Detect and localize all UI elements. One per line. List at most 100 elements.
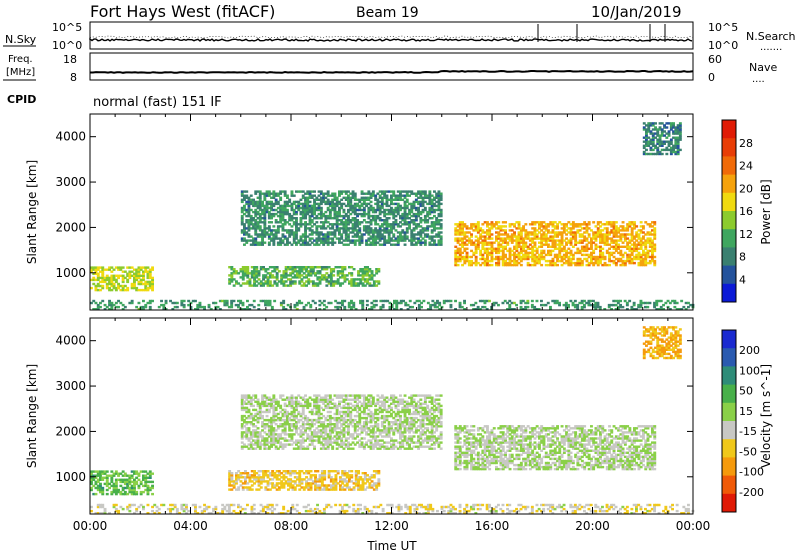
- freq-label-line2: [MHz]: [6, 67, 35, 78]
- echo-cell: [403, 190, 407, 193]
- echo-cell: [336, 280, 340, 283]
- echo-cell: [252, 443, 255, 446]
- echo-cell: [311, 299, 315, 303]
- echo-cell: [549, 261, 553, 265]
- echo-cell: [257, 308, 261, 311]
- echo-cell: [318, 474, 322, 477]
- echo-cell: [645, 142, 648, 145]
- echo-cell: [522, 227, 525, 230]
- echo-cell: [255, 480, 259, 483]
- echo-cell: [649, 148, 653, 152]
- echo-cell: [350, 280, 354, 283]
- echo-cell: [295, 227, 298, 230]
- echo-cell: [387, 223, 391, 226]
- echo-cell: [647, 144, 651, 147]
- echo-cell: [660, 140, 664, 143]
- echo-cell: [648, 259, 652, 263]
- echo-cell: [592, 255, 596, 259]
- echo-cell: [560, 235, 564, 238]
- echo-cell: [112, 472, 116, 475]
- echo-cell: [423, 243, 427, 246]
- echo-cell: [316, 266, 320, 269]
- echo-cell: [105, 278, 109, 282]
- echo-cell: [342, 227, 346, 230]
- echo-cell: [228, 274, 232, 277]
- echo-cell: [383, 229, 387, 232]
- noise-right-tick-top: 10^5: [708, 21, 738, 34]
- echo-cell: [272, 433, 276, 436]
- echo-cell: [594, 261, 598, 265]
- echo-cell: [309, 303, 313, 307]
- echo-cell: [256, 443, 260, 446]
- echo-cell: [331, 206, 335, 210]
- echo-cell: [237, 488, 241, 491]
- echo-cell: [105, 470, 109, 473]
- echo-cell: [542, 243, 546, 246]
- echo-cell: [357, 470, 360, 473]
- echo-cell: [645, 134, 648, 137]
- echo-cell: [596, 261, 600, 265]
- echo-cell: [642, 126, 646, 129]
- echo-cell: [108, 482, 111, 486]
- echo-cell: [375, 270, 379, 273]
- echo-cell: [126, 486, 130, 490]
- echo-cell: [126, 280, 130, 284]
- echo-cell: [304, 227, 307, 230]
- echo-cell: [426, 233, 430, 236]
- echo-cell: [526, 263, 530, 267]
- echo-cell: [96, 268, 100, 271]
- echo-cell: [417, 208, 420, 212]
- echo-cell: [651, 245, 654, 248]
- echo-cell: [331, 227, 335, 230]
- echo-cell: [274, 194, 278, 197]
- echo-cell: [474, 255, 478, 259]
- echo-cell: [408, 227, 411, 230]
- echo-cell: [288, 223, 292, 226]
- echo-cell: [495, 257, 498, 261]
- echo-cell: [528, 231, 532, 234]
- echo-cell: [565, 259, 568, 263]
- echo-cell: [423, 235, 427, 238]
- echo-cell: [549, 235, 553, 238]
- echo-cell: [283, 208, 287, 212]
- echo-cell: [538, 241, 541, 244]
- echo-cell: [526, 245, 530, 248]
- echo-cell: [293, 470, 297, 473]
- echo-cell: [244, 476, 247, 479]
- echo-cell: [307, 488, 311, 491]
- echo-cell: [334, 470, 338, 473]
- echo-cell: [358, 221, 362, 224]
- echo-cell: [182, 303, 186, 307]
- echo-cell: [302, 268, 306, 271]
- echo-cell: [628, 221, 632, 224]
- echo-cell: [437, 212, 441, 216]
- echo-cell: [343, 480, 347, 483]
- echo-cell: [562, 257, 566, 261]
- echo-cell: [265, 447, 269, 450]
- echo-cell: [240, 219, 244, 222]
- echo-cell: [270, 418, 273, 422]
- echo-cell: [254, 433, 258, 436]
- echo-cell: [249, 437, 253, 440]
- echo-cell: [356, 198, 359, 201]
- echo-cell: [454, 233, 458, 236]
- echo-cell: [626, 225, 630, 228]
- echo-cell: [412, 229, 416, 232]
- echo-cell: [642, 128, 646, 131]
- echo-cell: [266, 268, 270, 271]
- echo-cell: [428, 241, 432, 244]
- echo-cell: [268, 284, 272, 287]
- echo-cell: [401, 219, 405, 222]
- echo-cell: [368, 308, 371, 311]
- echo-cell: [228, 484, 232, 487]
- echo-cell: [247, 402, 251, 405]
- echo-cell: [123, 276, 127, 280]
- echo-cell: [358, 200, 362, 204]
- echo-cell: [399, 204, 402, 208]
- echo-cell: [610, 308, 613, 311]
- echo-cell: [363, 474, 367, 477]
- echo-cell: [264, 474, 268, 477]
- echo-cell: [117, 284, 120, 288]
- echo-cell: [239, 474, 243, 477]
- echo-cell: [298, 472, 302, 475]
